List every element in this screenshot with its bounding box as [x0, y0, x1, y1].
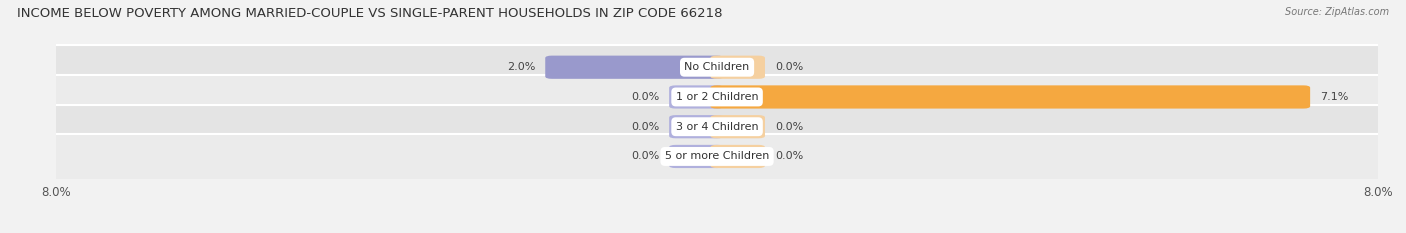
Text: 0.0%: 0.0%: [775, 122, 803, 132]
FancyBboxPatch shape: [710, 56, 765, 79]
Text: 7.1%: 7.1%: [1320, 92, 1348, 102]
FancyBboxPatch shape: [546, 56, 724, 79]
FancyBboxPatch shape: [710, 85, 1310, 109]
Text: 0.0%: 0.0%: [631, 151, 659, 161]
Text: 2.0%: 2.0%: [508, 62, 536, 72]
FancyBboxPatch shape: [15, 45, 1406, 89]
FancyBboxPatch shape: [710, 115, 765, 138]
FancyBboxPatch shape: [669, 145, 724, 168]
Text: No Children: No Children: [685, 62, 749, 72]
Text: 1 or 2 Children: 1 or 2 Children: [676, 92, 758, 102]
FancyBboxPatch shape: [15, 75, 1406, 119]
Text: 3 or 4 Children: 3 or 4 Children: [676, 122, 758, 132]
Text: INCOME BELOW POVERTY AMONG MARRIED-COUPLE VS SINGLE-PARENT HOUSEHOLDS IN ZIP COD: INCOME BELOW POVERTY AMONG MARRIED-COUPL…: [17, 7, 723, 20]
Text: Source: ZipAtlas.com: Source: ZipAtlas.com: [1285, 7, 1389, 17]
Text: 0.0%: 0.0%: [631, 122, 659, 132]
FancyBboxPatch shape: [669, 115, 724, 138]
Text: 0.0%: 0.0%: [631, 92, 659, 102]
Text: 0.0%: 0.0%: [775, 151, 803, 161]
FancyBboxPatch shape: [15, 105, 1406, 149]
Text: 5 or more Children: 5 or more Children: [665, 151, 769, 161]
FancyBboxPatch shape: [669, 85, 724, 109]
FancyBboxPatch shape: [710, 145, 765, 168]
FancyBboxPatch shape: [15, 134, 1406, 178]
Text: 0.0%: 0.0%: [775, 62, 803, 72]
